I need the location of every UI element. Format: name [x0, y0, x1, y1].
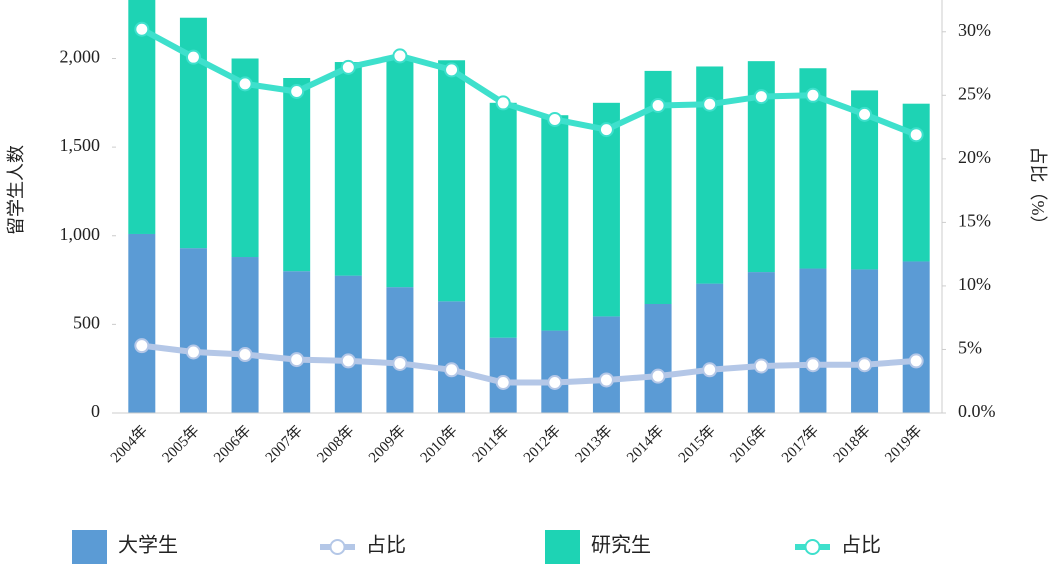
line [140, 26, 918, 138]
line-marker [495, 375, 511, 391]
x-tick-label: 2009年 [365, 422, 409, 466]
y2-tick-label: 10% [958, 274, 991, 294]
y-axis-title: 留学生人数 [6, 145, 26, 235]
x-tick-label: 2007年 [262, 422, 306, 466]
legend-marker [329, 539, 346, 555]
line-marker [134, 21, 150, 37]
line-marker [702, 362, 718, 378]
line-marker [444, 62, 460, 78]
line-marker [495, 95, 511, 111]
line-marker [185, 344, 201, 360]
legend-marker [804, 539, 821, 555]
bar [592, 316, 620, 413]
y-tick-label: 1,500 [60, 135, 101, 155]
line-marker [237, 76, 253, 92]
legend-swatch [72, 530, 107, 564]
y2-tick-label: 15% [958, 211, 991, 231]
bar [231, 257, 259, 413]
line-marker [650, 368, 666, 384]
line-marker [857, 106, 873, 122]
plot-area [128, 0, 930, 413]
bar [386, 58, 414, 288]
bar [386, 287, 414, 413]
x-tick-label: 2016年 [727, 422, 771, 466]
y2-tick-label: 30% [958, 20, 991, 40]
x-tick-label: 2010年 [417, 422, 461, 466]
y-tick-label: 500 [73, 312, 100, 332]
bar [231, 58, 259, 258]
legend-label: 研究生 [591, 534, 651, 557]
x-tick-label: 2015年 [675, 422, 719, 466]
y-tick-label: 1,000 [60, 224, 101, 244]
x-tick-label: 2014年 [623, 422, 667, 466]
x-tick-label: 2011年 [469, 422, 512, 465]
bar [592, 102, 620, 317]
bar [902, 261, 930, 413]
y2-tick-label: 5% [958, 338, 982, 358]
x-tick-label: 2019年 [882, 422, 926, 466]
line-marker [392, 48, 408, 64]
x-tick-label: 2004年 [107, 422, 151, 466]
line [141, 342, 917, 386]
bar [851, 269, 879, 413]
line-marker [805, 357, 821, 373]
line-marker [340, 353, 356, 369]
bar [438, 60, 466, 302]
bar [179, 248, 207, 413]
line-marker [753, 89, 769, 105]
line-marker [289, 352, 305, 368]
line-marker [340, 59, 356, 75]
bar [644, 303, 672, 413]
legend-label: 占比 [366, 534, 406, 557]
line-marker [908, 127, 924, 143]
x-tick-label: 2008年 [314, 422, 358, 466]
x-tick-label: 2017年 [778, 422, 822, 466]
line-marker [547, 375, 563, 391]
line-marker [908, 353, 924, 369]
y-tick-label: 0 [91, 401, 100, 421]
x-tick-label: 2006年 [210, 422, 254, 466]
bar [128, 233, 156, 413]
line-marker [134, 338, 150, 354]
line-marker [237, 347, 253, 363]
legend-label: 大学生 [118, 534, 178, 557]
line-marker [805, 87, 821, 103]
line-marker [289, 83, 305, 99]
legend-swatch [545, 530, 580, 564]
bar [541, 330, 569, 413]
x-tick-label: 2012年 [520, 422, 564, 466]
y2-tick-label: 25% [958, 83, 991, 103]
y2-axis-title: 占比（%） [1028, 147, 1048, 234]
line-marker [547, 111, 563, 127]
line-marker [598, 372, 614, 388]
x-tick-label: 2005年 [159, 422, 203, 466]
bar [334, 62, 362, 276]
y-tick-label: 2,000 [60, 47, 101, 67]
bar [696, 283, 724, 413]
line-marker [753, 358, 769, 374]
line-marker [857, 357, 873, 373]
legend-label: 占比 [841, 534, 881, 557]
x-tick-label: 2013年 [572, 422, 616, 466]
line-marker [444, 362, 460, 378]
y2-tick-label: 20% [958, 147, 991, 167]
bar [799, 268, 827, 413]
bar [541, 115, 569, 331]
x-tick-label: 2018年 [830, 422, 874, 466]
y2-tick-label: 0.0% [958, 401, 996, 421]
bar [283, 77, 311, 272]
line-marker [598, 122, 614, 138]
line-marker [702, 96, 718, 112]
line-marker [650, 97, 666, 113]
line-marker [185, 49, 201, 65]
bar [283, 271, 311, 413]
bar [128, 0, 156, 234]
bar [747, 272, 775, 413]
bar [334, 275, 362, 413]
bar [438, 301, 466, 413]
line-marker [392, 355, 408, 371]
bar [489, 102, 517, 338]
